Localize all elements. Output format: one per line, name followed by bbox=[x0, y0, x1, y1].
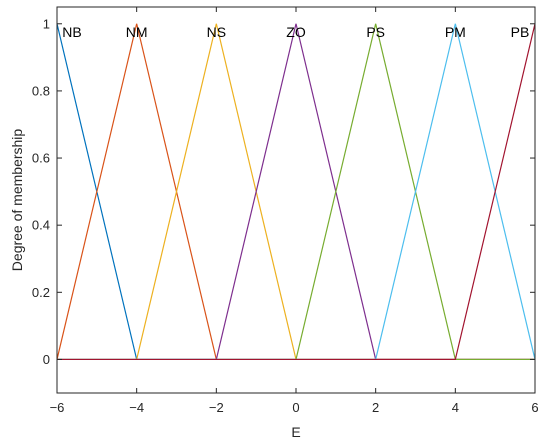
axes-layer bbox=[56, 6, 536, 394]
labels-layer: NB NM NS ZO PS PM PB bbox=[62, 24, 529, 40]
series-line-zo bbox=[57, 23, 535, 361]
x-tick-label: −6 bbox=[50, 400, 65, 415]
x-tick-label: 4 bbox=[452, 400, 459, 415]
y-tick-label: 0.4 bbox=[32, 218, 50, 233]
series-layer bbox=[56, 23, 536, 361]
series-label-pm: PM bbox=[445, 24, 466, 40]
plot-frame bbox=[56, 6, 536, 394]
x-axis-label: E bbox=[291, 424, 300, 440]
x-tick-label: 0 bbox=[292, 400, 299, 415]
x-tick-label: 6 bbox=[531, 400, 538, 415]
series-line-ns bbox=[57, 23, 535, 361]
series-line-pb bbox=[57, 23, 536, 361]
series-label-ps: PS bbox=[366, 24, 385, 40]
series-label-ns: NS bbox=[207, 24, 226, 40]
series-line-pm bbox=[57, 23, 536, 361]
y-tick-label: 1 bbox=[43, 16, 50, 31]
series-label-nb: NB bbox=[62, 24, 81, 40]
x-tick-label: −2 bbox=[209, 400, 224, 415]
series-label-pb: PB bbox=[511, 24, 530, 40]
y-tick-label: 0 bbox=[43, 352, 50, 367]
x-tick-label: 2 bbox=[372, 400, 379, 415]
ticks-layer: −6 −4 −2 0 2 4 6 0 0.2 0.4 0.6 0.8 1 bbox=[32, 7, 539, 415]
series-line-ps bbox=[57, 23, 535, 361]
y-axis-label: Degree of membership bbox=[9, 129, 25, 272]
x-tick-label: −4 bbox=[129, 400, 144, 415]
series-label-nm: NM bbox=[126, 24, 148, 40]
y-tick-label: 0.6 bbox=[32, 151, 50, 166]
series-line-nb bbox=[56, 23, 535, 361]
y-tick-label: 0.2 bbox=[32, 285, 50, 300]
series-line-nm bbox=[56, 23, 535, 361]
series-label-zo: ZO bbox=[286, 24, 306, 40]
y-tick-label: 0.8 bbox=[32, 83, 50, 98]
